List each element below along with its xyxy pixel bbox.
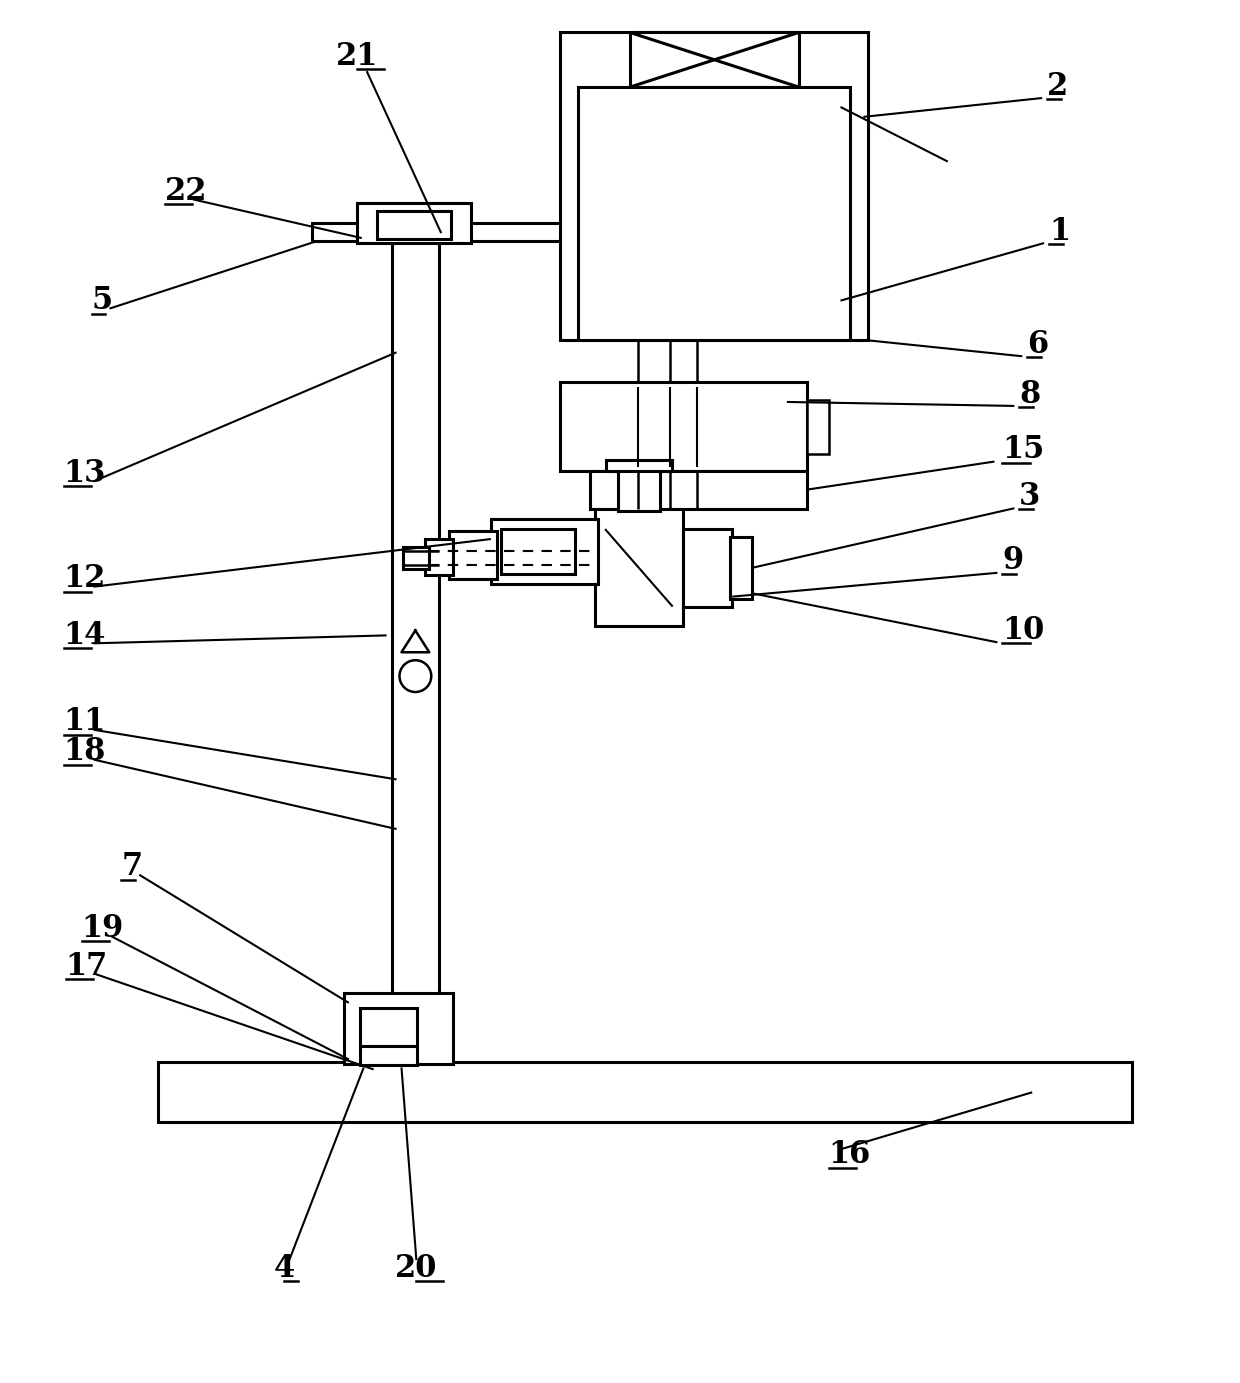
Bar (560, 382, 807, 472)
Text: 5: 5 (92, 285, 113, 317)
Text: 18: 18 (63, 736, 107, 768)
Bar (730, 537, 753, 599)
Text: 3: 3 (1019, 481, 1040, 512)
Text: 21: 21 (336, 40, 378, 72)
Text: 2: 2 (1047, 71, 1069, 101)
Text: 10: 10 (1002, 615, 1044, 646)
Bar (606, 459, 672, 472)
Bar (590, 472, 807, 509)
Text: 16: 16 (828, 1140, 870, 1170)
Text: 13: 13 (63, 458, 107, 490)
Bar (560, 32, 868, 340)
Bar (630, 32, 799, 87)
Text: 6: 6 (1027, 329, 1048, 360)
Bar (312, 223, 680, 241)
Text: 17: 17 (66, 950, 108, 982)
Bar (343, 993, 453, 1065)
Bar (357, 203, 471, 243)
Text: 15: 15 (1002, 434, 1044, 465)
Bar (159, 1062, 1132, 1122)
Bar (807, 400, 828, 454)
Bar (618, 467, 660, 512)
Text: 8: 8 (1019, 379, 1040, 409)
Text: 7: 7 (122, 852, 143, 882)
Bar (682, 530, 733, 607)
Text: 22: 22 (165, 176, 207, 207)
Bar (403, 548, 429, 568)
Bar (360, 1046, 418, 1065)
Text: 1: 1 (1049, 216, 1070, 246)
Bar (595, 509, 682, 626)
Text: 4: 4 (274, 1253, 295, 1283)
Bar (501, 530, 575, 574)
Text: 14: 14 (63, 620, 107, 651)
Text: 20: 20 (396, 1253, 438, 1283)
Bar (377, 212, 451, 239)
Bar (425, 539, 453, 575)
Bar (449, 531, 497, 578)
Bar (360, 1008, 418, 1046)
Text: 19: 19 (82, 913, 124, 943)
Text: 11: 11 (63, 707, 105, 737)
Bar (392, 234, 439, 1047)
Bar (491, 519, 598, 584)
Bar (578, 87, 851, 340)
Text: 9: 9 (1002, 545, 1023, 577)
Text: 12: 12 (63, 563, 107, 595)
